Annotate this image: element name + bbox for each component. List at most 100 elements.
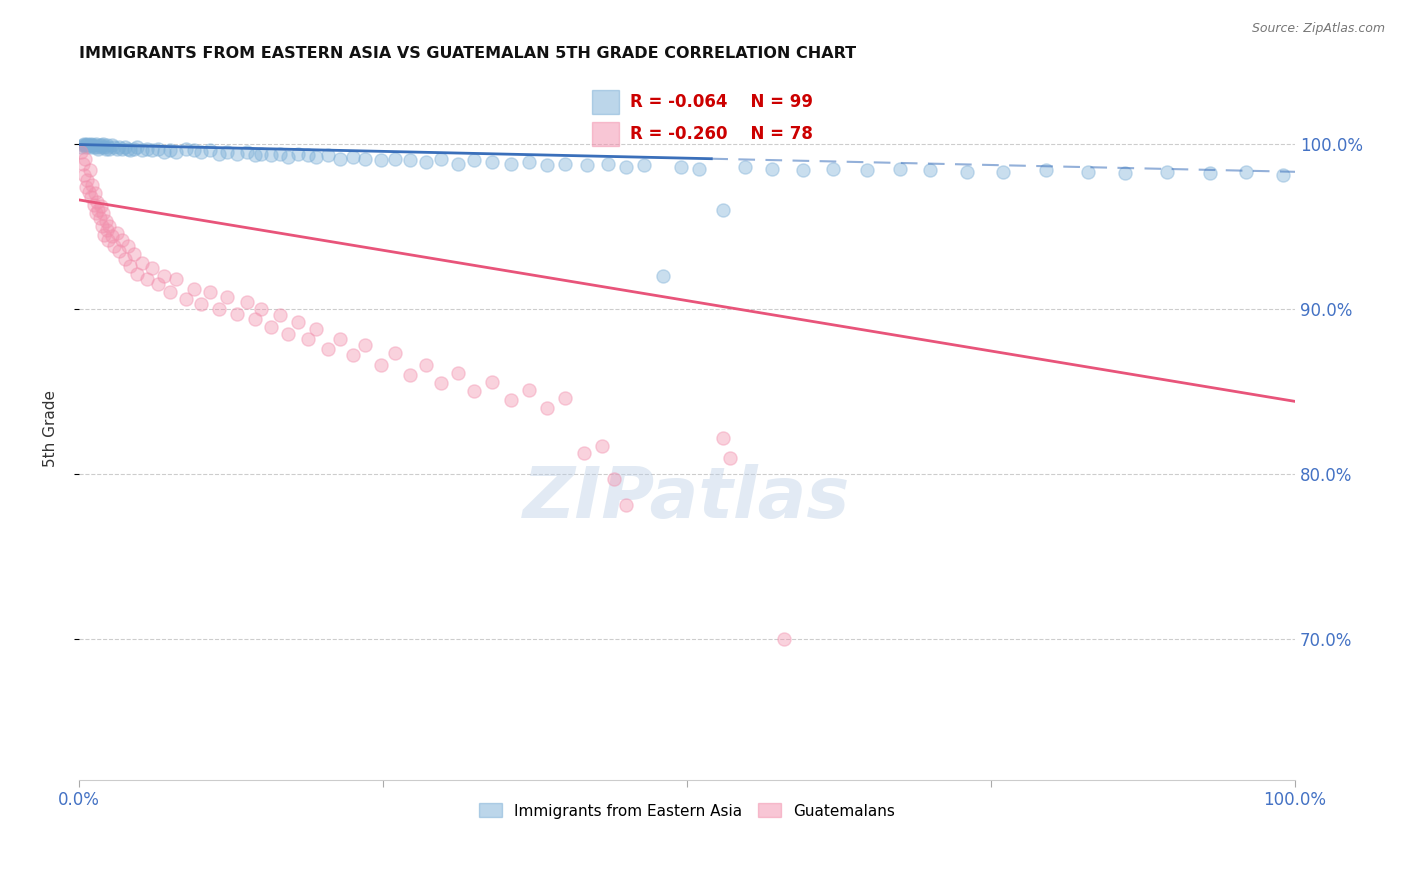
Point — [517, 383, 540, 397]
Point — [773, 632, 796, 647]
Point — [73, 168, 96, 182]
Point — [83, 186, 105, 201]
Point — [761, 161, 783, 176]
Point — [713, 202, 735, 217]
Point — [103, 140, 125, 154]
Point — [236, 295, 259, 310]
Point — [305, 150, 328, 164]
Point — [165, 272, 187, 286]
Point — [536, 158, 558, 172]
Point — [118, 144, 141, 158]
Point — [250, 301, 273, 316]
Point — [353, 338, 375, 352]
Point — [236, 145, 259, 159]
Point — [200, 144, 222, 158]
Point — [596, 156, 619, 170]
Point — [447, 156, 470, 170]
Point — [1077, 165, 1099, 179]
Point — [122, 142, 145, 156]
Point — [70, 140, 93, 154]
Point — [110, 233, 132, 247]
Point — [226, 146, 249, 161]
Point — [342, 150, 364, 164]
Point — [316, 342, 339, 356]
Point — [75, 140, 97, 154]
Point — [208, 146, 231, 161]
Point — [415, 358, 437, 372]
Point — [517, 154, 540, 169]
Point — [245, 148, 267, 162]
Point — [83, 198, 105, 212]
Point — [87, 202, 110, 217]
Point — [91, 136, 114, 151]
Point — [734, 160, 756, 174]
Point — [174, 292, 197, 306]
Point — [1199, 166, 1222, 180]
Point — [108, 244, 131, 258]
Text: Source: ZipAtlas.com: Source: ZipAtlas.com — [1251, 22, 1385, 36]
Point — [146, 277, 169, 292]
Text: IMMIGRANTS FROM EASTERN ASIA VS GUATEMALAN 5TH GRADE CORRELATION CHART: IMMIGRANTS FROM EASTERN ASIA VS GUATEMAL… — [79, 46, 856, 62]
Point — [141, 144, 163, 158]
Point — [105, 142, 128, 156]
Point — [118, 259, 141, 273]
Point — [1114, 166, 1136, 180]
Point — [792, 163, 814, 178]
Point — [80, 136, 103, 151]
Point — [208, 301, 231, 316]
Point — [153, 268, 176, 283]
Point — [226, 307, 249, 321]
Point — [713, 431, 735, 445]
Point — [415, 154, 437, 169]
Point — [131, 144, 153, 158]
Point — [287, 315, 309, 329]
Point — [90, 199, 112, 213]
Point — [77, 185, 100, 199]
Point — [98, 219, 121, 234]
Point — [127, 140, 149, 154]
Legend: Immigrants from Eastern Asia, Guatemalans: Immigrants from Eastern Asia, Guatemalan… — [472, 797, 901, 824]
Point — [82, 178, 104, 192]
Point — [591, 439, 613, 453]
Point — [856, 163, 879, 178]
Point — [159, 285, 181, 300]
Point — [91, 219, 114, 234]
Point — [165, 145, 187, 159]
Point — [93, 140, 115, 154]
Point — [97, 233, 120, 247]
Point — [114, 140, 136, 154]
Text: ZIPatlas: ZIPatlas — [523, 465, 851, 533]
Point — [718, 450, 741, 465]
Point — [97, 140, 120, 154]
Point — [96, 138, 118, 153]
Point — [190, 297, 212, 311]
Point — [430, 152, 453, 166]
Point — [329, 152, 352, 166]
Point — [117, 142, 139, 156]
Point — [297, 148, 319, 162]
Point — [398, 368, 420, 382]
Point — [481, 154, 503, 169]
Point — [76, 136, 98, 151]
Point — [72, 156, 94, 170]
Point — [101, 138, 124, 153]
Point — [89, 211, 111, 225]
Point — [554, 391, 576, 405]
Point — [98, 142, 121, 156]
Y-axis label: 5th Grade: 5th Grade — [44, 390, 58, 467]
Point — [93, 227, 115, 242]
Point — [103, 239, 125, 253]
Point — [131, 255, 153, 269]
Point — [956, 165, 979, 179]
Point — [481, 375, 503, 389]
Point — [73, 152, 96, 166]
Point — [1035, 163, 1057, 178]
Point — [183, 144, 205, 158]
Point — [105, 226, 128, 240]
Point — [305, 322, 328, 336]
Point — [80, 189, 103, 203]
Point — [82, 138, 104, 153]
Point — [190, 145, 212, 159]
Point — [183, 282, 205, 296]
Point — [669, 160, 692, 174]
